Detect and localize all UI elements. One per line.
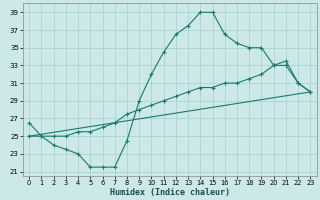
X-axis label: Humidex (Indice chaleur): Humidex (Indice chaleur) xyxy=(110,188,230,197)
